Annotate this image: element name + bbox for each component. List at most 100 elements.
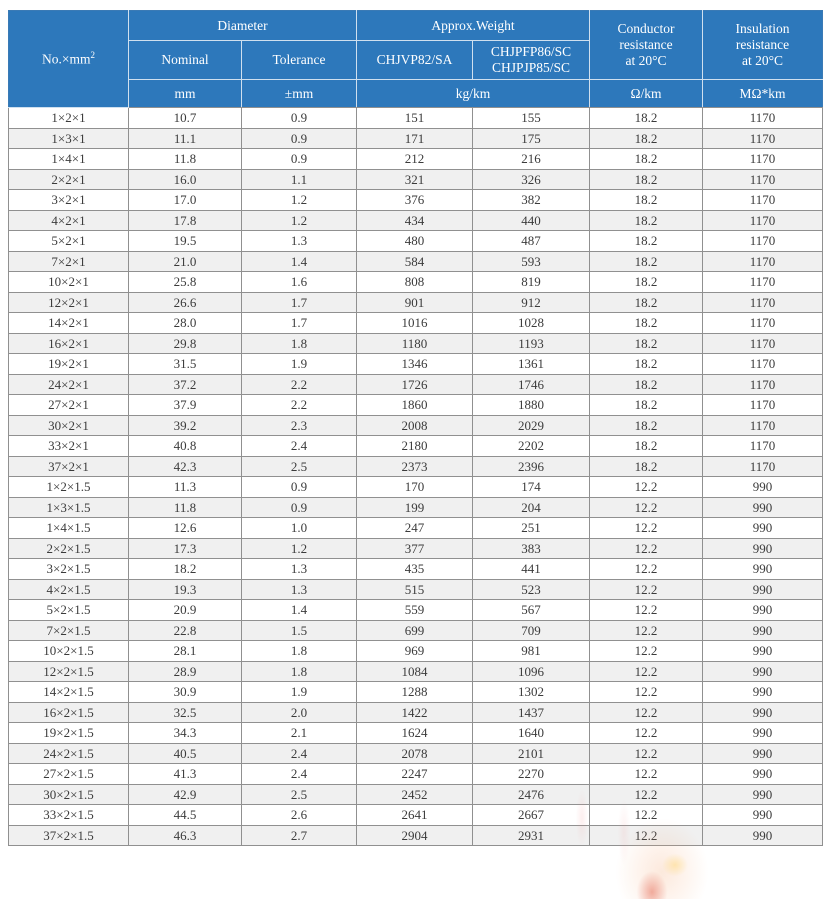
cell: 30.9 bbox=[128, 681, 242, 703]
cell: 18.2 bbox=[589, 230, 704, 252]
cell: 1096 bbox=[472, 660, 591, 682]
header-weight-type-a: CHJVP82/SA bbox=[356, 40, 474, 80]
cell: 2.3 bbox=[240, 414, 358, 436]
header-weight-type-b-line1: CHJPFP86/SC bbox=[490, 44, 572, 59]
cell: 12.2 bbox=[589, 558, 704, 580]
header-conductor-resistance: Conductor resistance at 20°C bbox=[589, 10, 704, 80]
cell: 487 bbox=[472, 230, 591, 252]
cell: 0.9 bbox=[240, 148, 358, 170]
cell: 1170 bbox=[702, 291, 824, 313]
cell: 990 bbox=[702, 804, 824, 826]
cell: 18.2 bbox=[589, 332, 704, 354]
cell: 1×2×1 bbox=[8, 107, 129, 129]
table-row: 27×2×1 37.9 2.2 1860 1880 18.2 1170 bbox=[8, 394, 824, 416]
cell: 1302 bbox=[472, 681, 591, 703]
cell: 1.8 bbox=[240, 640, 358, 662]
cell: 1170 bbox=[702, 332, 824, 354]
table-row: 5×2×1.5 20.9 1.4 559 567 12.2 990 bbox=[8, 599, 824, 621]
cell: 1170 bbox=[702, 148, 824, 170]
cell: 12.2 bbox=[589, 537, 704, 559]
cell: 18.2 bbox=[589, 127, 704, 149]
table-row: 19×2×1.5 34.3 2.1 1624 1640 12.2 990 bbox=[8, 722, 824, 744]
cell: 2078 bbox=[356, 742, 474, 764]
cell: 12.6 bbox=[128, 517, 242, 539]
cell: 28.9 bbox=[128, 660, 242, 682]
cell: 1170 bbox=[702, 168, 824, 190]
cell: 1×3×1 bbox=[8, 127, 129, 149]
cell: 1.3 bbox=[240, 558, 358, 580]
header-no-mm2-sup: 2 bbox=[90, 50, 96, 61]
cell: 1170 bbox=[702, 353, 824, 375]
cell: 46.3 bbox=[128, 824, 242, 846]
cell: 40.5 bbox=[128, 742, 242, 764]
cell: 1640 bbox=[472, 722, 591, 744]
cell: 2247 bbox=[356, 763, 474, 785]
cell: 1170 bbox=[702, 189, 824, 211]
cell: 12.2 bbox=[589, 681, 704, 703]
unit-tolerance-mm: ±mm bbox=[240, 79, 358, 108]
cell: 699 bbox=[356, 619, 474, 641]
cell: 17.0 bbox=[128, 189, 242, 211]
cell: 1.3 bbox=[240, 230, 358, 252]
cell: 1028 bbox=[472, 312, 591, 334]
cell: 1.7 bbox=[240, 291, 358, 313]
cell: 12.2 bbox=[589, 763, 704, 785]
cell: 2029 bbox=[472, 414, 591, 436]
cell: 1.6 bbox=[240, 271, 358, 293]
cell: 12×2×1 bbox=[8, 291, 129, 313]
cell: 12.2 bbox=[589, 783, 704, 805]
cell: 18.2 bbox=[589, 394, 704, 416]
cell: 28.1 bbox=[128, 640, 242, 662]
cell: 990 bbox=[702, 824, 824, 846]
header-weight-type-b: CHJPFP86/SC CHJPJP85/SC bbox=[472, 40, 591, 80]
cell: 30×2×1 bbox=[8, 414, 129, 436]
table-row: 16×2×1.5 32.5 2.0 1422 1437 12.2 990 bbox=[8, 701, 824, 723]
table-row: 3×2×1.5 18.2 1.3 435 441 12.2 990 bbox=[8, 558, 824, 580]
cell: 376 bbox=[356, 189, 474, 211]
cell: 1170 bbox=[702, 250, 824, 272]
cell: 901 bbox=[356, 291, 474, 313]
cell: 216 bbox=[472, 148, 591, 170]
cell: 18.2 bbox=[589, 312, 704, 334]
header-conductor-line2: resistance bbox=[619, 37, 673, 52]
cell: 22.8 bbox=[128, 619, 242, 641]
cell: 1361 bbox=[472, 353, 591, 375]
cell: 18.2 bbox=[589, 353, 704, 375]
cell: 1746 bbox=[472, 373, 591, 395]
unit-nominal-mm: mm bbox=[128, 79, 242, 108]
table-row: 10×2×1 25.8 1.6 808 819 18.2 1170 bbox=[8, 271, 824, 293]
cell: 212 bbox=[356, 148, 474, 170]
cell: 12.2 bbox=[589, 660, 704, 682]
cell: 1170 bbox=[702, 127, 824, 149]
cell: 1.4 bbox=[240, 250, 358, 272]
cell: 1.1 bbox=[240, 168, 358, 190]
table-row: 33×2×1 40.8 2.4 2180 2202 18.2 1170 bbox=[8, 435, 824, 457]
cell: 1170 bbox=[702, 455, 824, 477]
cell: 2396 bbox=[472, 455, 591, 477]
cell: 19.5 bbox=[128, 230, 242, 252]
cell: 990 bbox=[702, 640, 824, 662]
cell: 1.0 bbox=[240, 517, 358, 539]
cell: 5×2×1.5 bbox=[8, 599, 129, 621]
cell: 326 bbox=[472, 168, 591, 190]
cell: 434 bbox=[356, 209, 474, 231]
cell: 2202 bbox=[472, 435, 591, 457]
table-row: 4×2×1.5 19.3 1.3 515 523 12.2 990 bbox=[8, 578, 824, 600]
cell: 16×2×1 bbox=[8, 332, 129, 354]
cell: 990 bbox=[702, 517, 824, 539]
cell: 37×2×1.5 bbox=[8, 824, 129, 846]
cell: 1726 bbox=[356, 373, 474, 395]
cell: 1170 bbox=[702, 373, 824, 395]
table-row: 1×2×1.5 11.3 0.9 170 174 12.2 990 bbox=[8, 476, 824, 498]
cell: 2904 bbox=[356, 824, 474, 846]
cell: 19.3 bbox=[128, 578, 242, 600]
table-row: 1×4×1 11.8 0.9 212 216 18.2 1170 bbox=[8, 148, 824, 170]
table-row: 10×2×1.5 28.1 1.8 969 981 12.2 990 bbox=[8, 640, 824, 662]
cell: 2.1 bbox=[240, 722, 358, 744]
cell: 709 bbox=[472, 619, 591, 641]
cell: 12.2 bbox=[589, 640, 704, 662]
cell: 1193 bbox=[472, 332, 591, 354]
cell: 18.2 bbox=[589, 209, 704, 231]
header-no-mm2: No.×mm2 bbox=[8, 10, 129, 108]
cell: 1.2 bbox=[240, 537, 358, 559]
